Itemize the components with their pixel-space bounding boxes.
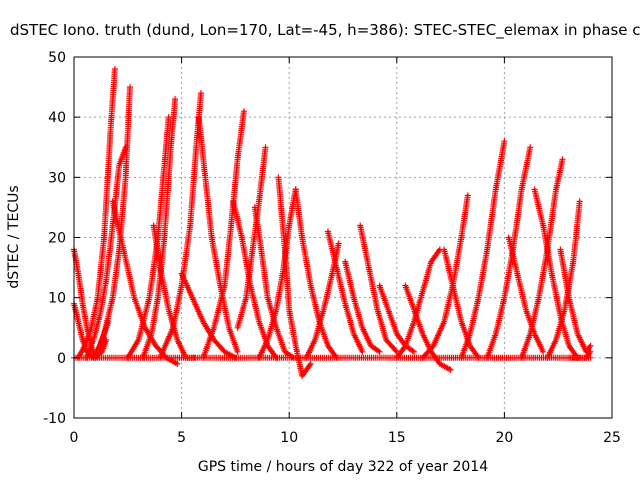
x-tick-label: 15: [388, 430, 406, 446]
x-axis-label: GPS time / hours of day 322 of year 2014: [198, 459, 488, 475]
dstec-series-markers: [251, 204, 297, 361]
dstec-series-markers: [178, 270, 239, 361]
y-tick-label: 10: [48, 291, 66, 307]
y-tick-label: 30: [48, 170, 66, 186]
y-tick-label: 20: [48, 231, 66, 247]
y-axis-label: dSTEC / TECUs: [6, 185, 22, 288]
y-tick-label: 0: [57, 351, 66, 367]
x-tick-label: 25: [603, 430, 621, 446]
dstec-series-markers: [484, 144, 534, 361]
y-tick-label: 40: [48, 110, 66, 126]
dstec-series-markers: [324, 228, 366, 355]
x-tick-label: 5: [177, 430, 186, 446]
dstec-series-markers: [376, 282, 417, 355]
x-tick-label: 10: [280, 430, 298, 446]
y-tick-label: -10: [43, 411, 66, 427]
dstec-series-markers: [441, 246, 482, 361]
dstec-series-markers: [342, 258, 383, 355]
dstec-series-markers: [275, 174, 314, 379]
data-series: [71, 66, 594, 379]
chart-title: dSTEC Iono. truth (dund, Lon=170, Lat=-4…: [10, 21, 640, 40]
x-tick-label: 20: [495, 430, 513, 446]
dstec-series-markers: [357, 222, 400, 355]
dstec-series-markers: [150, 222, 198, 361]
dstec-series-markers: [557, 246, 594, 355]
y-tick-label: 50: [48, 50, 66, 66]
x-tick-label: 0: [70, 430, 79, 446]
dstec-series-markers: [71, 354, 594, 361]
